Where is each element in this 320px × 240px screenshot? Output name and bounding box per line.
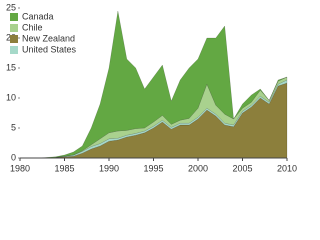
legend-label: United States — [22, 44, 77, 54]
x-tick-label: 2005 — [232, 163, 252, 173]
area — [20, 10, 288, 159]
legend-swatch — [10, 35, 18, 43]
y-tick-label: 25 — [6, 2, 16, 12]
y-tick-label: 5 — [11, 122, 16, 132]
legend-swatch — [10, 24, 18, 32]
legend-swatch — [10, 46, 18, 54]
x-tick-label: 1985 — [54, 163, 74, 173]
x-tick-label: 2010 — [277, 163, 297, 173]
x-tick-label: 1995 — [143, 163, 163, 173]
legend-label: Chile — [22, 22, 43, 32]
page: {"chart_data": {"type": "stacked-area", … — [5, 2, 298, 174]
x-tick-label: 1990 — [99, 163, 119, 173]
legend-label: Canada — [22, 11, 54, 21]
y-tick-label: 15 — [6, 62, 16, 72]
x-tick-label: 1980 — [10, 163, 30, 173]
y-tick-label: 10 — [6, 92, 16, 102]
legend-label: New Zealand — [22, 33, 75, 43]
legend-swatch — [10, 13, 18, 21]
x-tick-label: 2000 — [188, 163, 208, 173]
y-tick-label: 0 — [11, 152, 16, 162]
chart: 05101520251980198519901995200020052010Ca… — [6, 2, 297, 173]
